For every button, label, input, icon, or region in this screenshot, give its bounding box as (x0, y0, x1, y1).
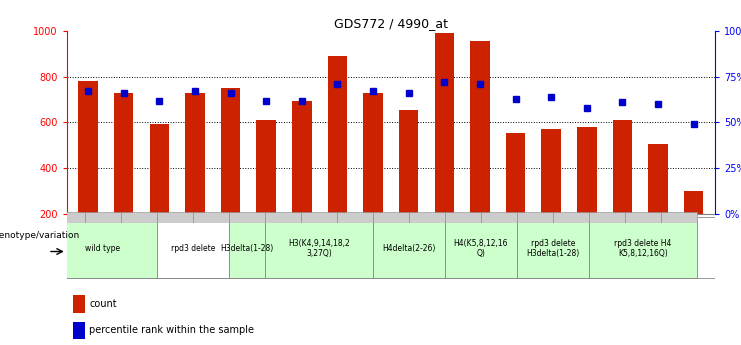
Text: rpd3 delete H4
K5,8,12,16Q): rpd3 delete H4 K5,8,12,16Q) (614, 239, 671, 258)
Bar (114, 93, 133, 214)
Text: H3delta(1-28): H3delta(1-28) (220, 244, 273, 253)
Bar (150, 124, 169, 214)
Text: wild type: wild type (85, 244, 120, 253)
Bar (157, 212, 193, 223)
Bar (517, 212, 553, 223)
Title: GDS772 / 4990_at: GDS772 / 4990_at (334, 17, 448, 30)
FancyBboxPatch shape (265, 219, 373, 278)
Text: genotype/variation: genotype/variation (0, 231, 80, 240)
Bar (589, 212, 625, 223)
Bar (121, 212, 157, 223)
FancyBboxPatch shape (589, 219, 697, 278)
Bar (79, 81, 98, 214)
Bar (265, 212, 301, 223)
Bar (49, 212, 84, 223)
Text: H4delta(2-26): H4delta(2-26) (382, 244, 436, 253)
FancyBboxPatch shape (373, 219, 445, 278)
Bar (292, 101, 312, 214)
Bar (625, 212, 661, 223)
Bar (577, 127, 597, 214)
Bar (84, 212, 121, 223)
Bar (185, 93, 205, 214)
Bar (337, 212, 373, 223)
FancyBboxPatch shape (229, 219, 265, 278)
Bar (481, 212, 517, 223)
Bar (470, 41, 490, 214)
Bar (73, 295, 84, 313)
FancyBboxPatch shape (445, 219, 517, 278)
Bar (73, 322, 84, 339)
Bar (613, 120, 632, 214)
Bar (373, 212, 409, 223)
Bar (301, 212, 337, 223)
Text: H3(K4,9,14,18,2
3,27Q): H3(K4,9,14,18,2 3,27Q) (288, 239, 350, 258)
Bar (229, 212, 265, 223)
FancyBboxPatch shape (517, 219, 589, 278)
Bar (661, 212, 697, 223)
Text: count: count (90, 299, 117, 309)
Text: H4(K5,8,12,16
Q): H4(K5,8,12,16 Q) (453, 239, 508, 258)
Bar (409, 212, 445, 223)
Text: rpd3 delete: rpd3 delete (170, 244, 215, 253)
Bar (434, 33, 454, 214)
Bar (506, 133, 525, 214)
Bar (328, 56, 348, 214)
Bar (648, 144, 668, 214)
Bar (256, 120, 276, 214)
Bar (553, 212, 589, 223)
Bar (684, 191, 703, 214)
FancyBboxPatch shape (49, 219, 157, 278)
Text: rpd3 delete
H3delta(1-28): rpd3 delete H3delta(1-28) (526, 239, 579, 258)
Bar (221, 88, 240, 214)
Bar (399, 110, 419, 214)
Bar (363, 93, 383, 214)
Text: percentile rank within the sample: percentile rank within the sample (90, 325, 254, 335)
Bar (542, 129, 561, 214)
Bar (445, 212, 481, 223)
FancyBboxPatch shape (157, 219, 229, 278)
Bar (193, 212, 229, 223)
